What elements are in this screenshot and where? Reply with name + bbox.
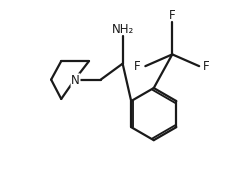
Text: F: F xyxy=(169,9,176,22)
Text: F: F xyxy=(134,60,140,73)
Text: N: N xyxy=(71,74,80,87)
Text: NH₂: NH₂ xyxy=(112,23,134,36)
Text: F: F xyxy=(203,60,209,73)
